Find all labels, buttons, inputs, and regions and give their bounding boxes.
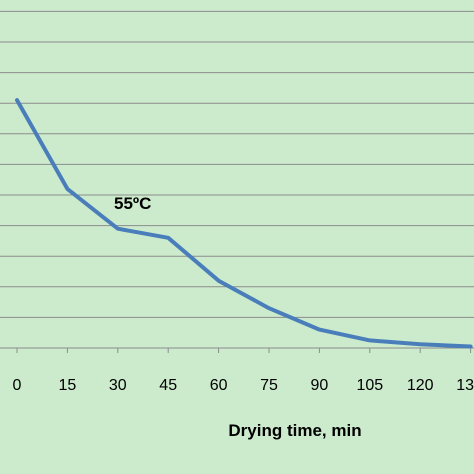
x-tick-label: 15 — [59, 377, 77, 394]
x-axis-title: Drying time, min — [228, 421, 361, 440]
x-tick-label: 120 — [407, 377, 434, 394]
x-tick-label: 0 — [13, 377, 22, 394]
x-tick-label: 105 — [356, 377, 383, 394]
x-tick-labels: 0 15 30 45 60 75 90 105 120 13 — [13, 377, 474, 394]
x-tick-label: 60 — [210, 377, 228, 394]
x-tick-label: 13 — [456, 377, 474, 394]
x-tick-label: 45 — [159, 377, 177, 394]
x-tick-label: 90 — [311, 377, 329, 394]
x-ticks — [16, 348, 472, 353]
gridlines — [0, 10, 474, 318]
temperature-annotation: 55ºC — [114, 194, 151, 213]
x-tick-label: 75 — [260, 377, 278, 394]
series-line — [15, 98, 473, 349]
x-tick-label: 30 — [109, 377, 127, 394]
